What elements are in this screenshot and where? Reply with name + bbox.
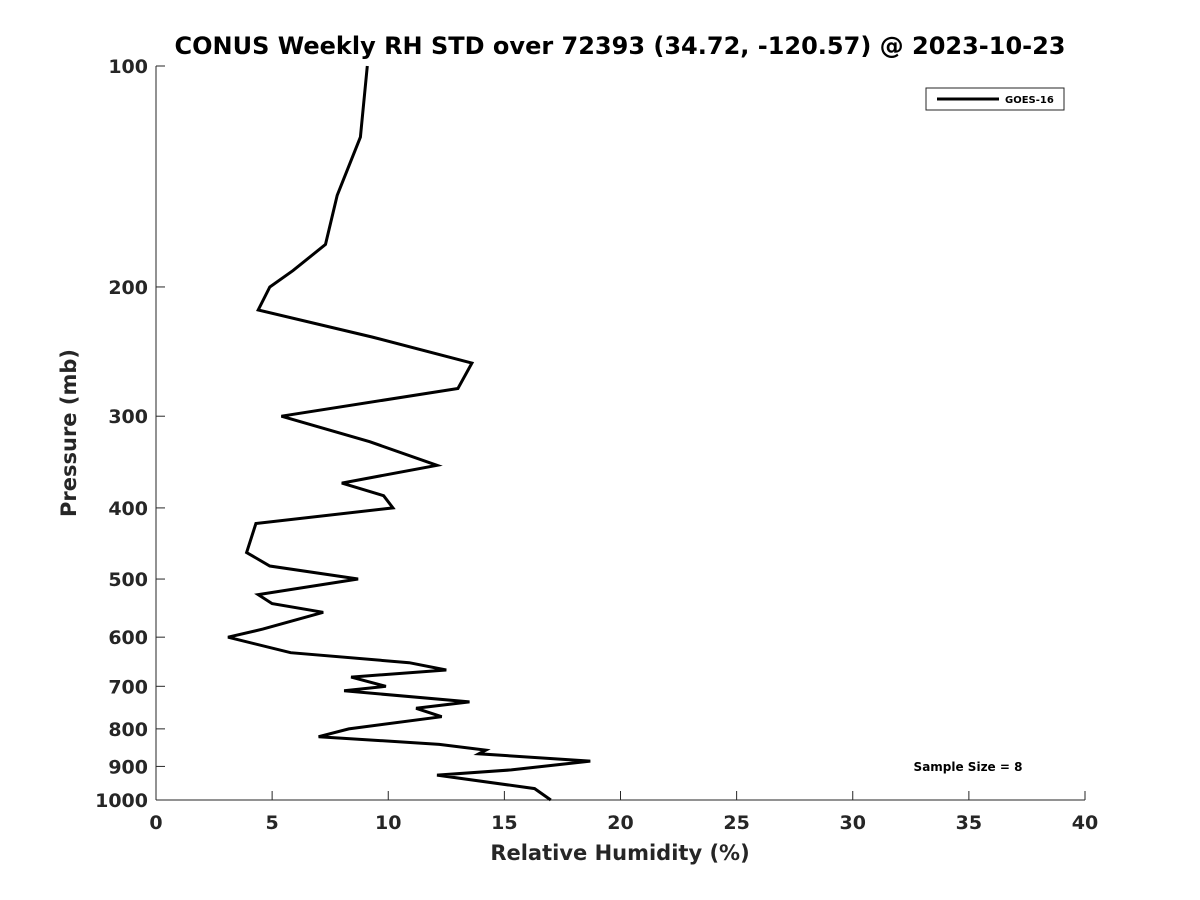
y-axis-label: Pressure (mb) [57,349,81,517]
y-tick-label: 500 [108,569,148,591]
x-tick-label: 15 [491,812,517,834]
y-tick-label: 300 [108,406,148,428]
y-tick-label: 400 [108,498,148,520]
y-tick-label: 600 [108,627,148,649]
x-tick-label: 30 [840,812,866,834]
x-tick-label: 35 [956,812,982,834]
x-tick-label: 20 [607,812,633,834]
x-tick-label: 40 [1072,812,1098,834]
y-tick-label: 200 [108,277,148,299]
legend-label-goes-16: GOES-16 [1005,95,1054,106]
x-ticks: 0 5 10 15 20 25 30 35 40 [149,791,1098,834]
y-ticks: 100 200 300 400 500 600 700 800 900 1000 [95,56,165,812]
chart-title: CONUS Weekly RH STD over 72393 (34.72, -… [174,32,1065,60]
y-tick-label: 700 [108,676,148,698]
y-tick-label: 900 [108,756,148,778]
y-tick-label: 800 [108,719,148,741]
series-layer [227,65,591,802]
legend: GOES-16 [925,87,1065,111]
sample-size-annotation: Sample Size = 8 [914,760,1023,774]
x-tick-label: 10 [375,812,401,834]
series-line-goes-16 [227,65,591,802]
y-tick-label: 100 [108,56,148,78]
x-tick-label: 5 [266,812,279,834]
plot-axes [155,66,1085,801]
x-tick-label: 0 [149,812,162,834]
y-tick-label: 1000 [95,790,148,812]
x-axis-label: Relative Humidity (%) [490,841,749,865]
x-tick-label: 25 [723,812,749,834]
